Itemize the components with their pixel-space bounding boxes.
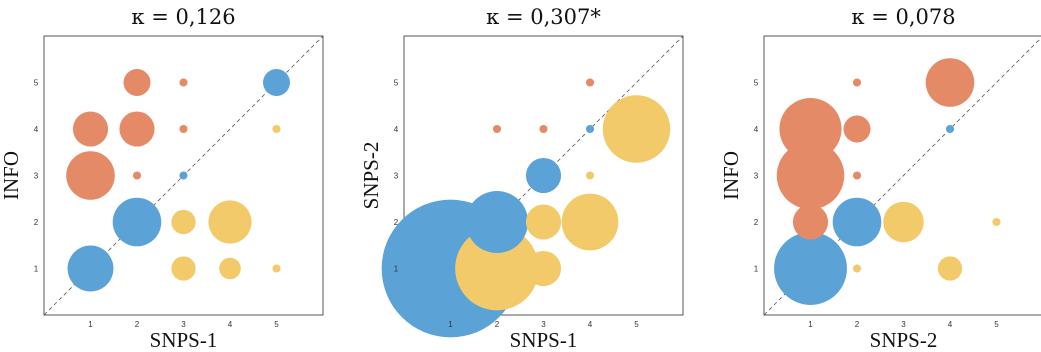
chart-panel-3: 1 1 2 2 3 3 4 4 5 5 κ = 0,078 SNPS-2 INFO	[719, 5, 1041, 352]
bubble-agree-5-5	[263, 69, 290, 96]
bubble-above-3-5	[179, 78, 188, 87]
x-tick-label: 5	[994, 320, 999, 329]
chart-panel-1: 1 1 2 2 3 3 4 4 5 5 κ = 0,126 SNPS-1 INFO	[0, 5, 324, 352]
x-tick-label: 5	[634, 320, 639, 329]
bubble-agree-4-4	[585, 124, 595, 134]
bubble-above-2-4	[492, 124, 502, 134]
bubble-below-4-1	[937, 256, 963, 281]
x-tick-label: 2	[495, 320, 500, 329]
y-tick-label: 2	[754, 218, 759, 227]
bubble-above-1-4	[779, 97, 842, 161]
x-axis-label: SNPS-1	[510, 328, 578, 352]
x-tick-label: 3	[181, 320, 186, 329]
bubble-below-4-2	[561, 193, 619, 251]
y-tick-label: 1	[34, 265, 39, 274]
bubble-below-4-2	[208, 200, 252, 244]
y-tick-label: 3	[34, 172, 39, 181]
x-tick-label: 1	[88, 320, 93, 329]
x-tick-label: 3	[901, 320, 906, 329]
chart-title: κ = 0,307*	[486, 5, 601, 29]
y-tick-label: 2	[34, 218, 39, 227]
chart-title: κ = 0,078	[851, 5, 955, 29]
x-tick-label: 3	[541, 320, 546, 329]
bubble-agree-3-3	[525, 157, 562, 194]
bubble-above-4-5	[925, 58, 975, 107]
y-axis-label: INFO	[719, 151, 743, 200]
bubble-agree-2-2	[832, 197, 882, 247]
x-tick-label: 2	[135, 320, 140, 329]
bubble-below-3-2	[883, 201, 924, 243]
bubble-agree-1-1	[774, 232, 847, 305]
bubble-below-5-2	[992, 217, 1001, 227]
bubble-above-1-3	[66, 151, 115, 200]
bubble-below-4-3	[585, 171, 595, 180]
x-axis-label: SNPS-1	[150, 328, 218, 352]
y-tick-label: 4	[754, 125, 759, 134]
plot-frame	[43, 35, 324, 316]
bubble-above-2-4	[843, 115, 871, 143]
bubble-above-2-5	[123, 69, 151, 96]
bubble-below-2-1	[455, 226, 539, 311]
y-tick-label: 1	[754, 265, 759, 274]
bubble-below-3-1	[171, 256, 196, 281]
bubble-below-4-1	[219, 257, 241, 280]
bubble-above-2-3	[852, 171, 862, 180]
x-tick-label: 1	[808, 320, 813, 329]
y-axis-label: SNPS-2	[359, 142, 383, 210]
chart-title: κ = 0,126	[131, 5, 235, 29]
y-tick-label: 4	[34, 125, 39, 134]
y-tick-label: 3	[394, 172, 399, 181]
plot-frame	[763, 35, 1041, 316]
bubble-above-1-4	[72, 111, 109, 147]
y-tick-label: 2	[394, 218, 399, 227]
bubble-above-3-4	[539, 124, 548, 134]
bubble-above-2-3	[132, 171, 142, 180]
x-tick-label: 4	[588, 320, 593, 329]
x-tick-label: 4	[228, 320, 233, 329]
bubble-below-3-1	[525, 250, 562, 287]
x-tick-label: 5	[274, 320, 279, 329]
bubble-below-2-1	[852, 264, 862, 273]
plot-frame	[403, 35, 684, 316]
bubble-above-2-5	[852, 78, 862, 87]
y-tick-label: 5	[394, 79, 399, 88]
y-axis-label: INFO	[0, 151, 23, 200]
bubble-above-1-3	[776, 141, 845, 210]
x-tick-label: 2	[855, 320, 860, 329]
x-tick-label: 4	[948, 320, 953, 329]
bubble-above-4-5	[585, 78, 595, 87]
bubble-agree-2-2	[112, 197, 162, 247]
chart-panel-2: 1 1 2 2 3 3 4 4 5 5 κ = 0,307* SNPS-1 SNPS-2	[359, 5, 684, 352]
bubble-above-3-4	[179, 124, 188, 134]
y-tick-label: 1	[394, 265, 399, 274]
bubble-agree-4-4	[945, 124, 955, 134]
bubble-below-5-1	[272, 264, 281, 273]
x-tick-label: 1	[448, 320, 453, 329]
bubble-below-3-2	[171, 209, 196, 235]
bubble-below-5-4	[602, 95, 671, 163]
y-tick-label: 4	[394, 125, 399, 134]
y-tick-label: 5	[34, 79, 39, 88]
bubble-agree-3-3	[179, 171, 188, 180]
bubble-below-3-2	[525, 204, 562, 240]
bubble-agree-2-2	[465, 190, 529, 254]
y-tick-label: 5	[754, 79, 759, 88]
x-axis-label: SNPS-2	[870, 328, 938, 352]
y-tick-label: 3	[754, 172, 759, 181]
bubble-above-2-4	[119, 111, 155, 147]
bubble-above-1-2	[792, 204, 829, 240]
bubble-below-5-4	[272, 124, 281, 134]
bubble-agree-1-1	[67, 245, 114, 292]
